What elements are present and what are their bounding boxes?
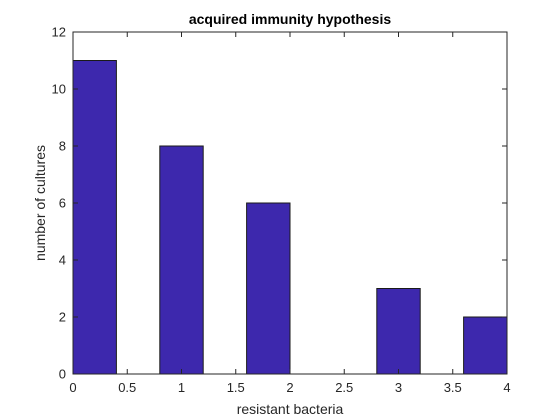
histogram-bar [72,60,117,375]
x-tick-label: 0 [69,380,76,395]
x-tick-label: 3.5 [444,380,462,395]
bars-group [72,60,508,375]
y-axis-label: number of cultures [32,145,48,261]
histogram-bar [376,288,421,375]
x-tick-label: 0.5 [118,380,136,395]
x-tick-label: 2.5 [335,380,353,395]
histogram-bar [463,316,508,375]
y-tick-label: 12 [52,25,66,40]
histogram-bar [159,145,204,375]
x-axis-label: resistant bacteria [237,401,344,417]
x-tick-label: 2 [286,380,293,395]
histogram-bar [246,202,291,375]
x-tick-label: 1.5 [227,380,245,395]
y-tick-label: 8 [59,139,66,154]
y-tick-label: 0 [59,367,66,382]
y-tick-label: 6 [59,196,66,211]
x-ticks-group: 0 0.5 1 1.5 2 2.5 3 3.5 4 [69,32,511,395]
y-tick-label: 10 [52,82,66,97]
x-tick-label: 3 [395,380,402,395]
x-tick-label: 4 [503,380,510,395]
y-ticks-group: 0 2 4 6 8 10 12 [52,25,507,382]
y-tick-label: 4 [59,253,66,268]
chart-title: acquired immunity hypothesis [189,11,391,27]
x-tick-label: 1 [178,380,185,395]
y-tick-label: 2 [59,310,66,325]
